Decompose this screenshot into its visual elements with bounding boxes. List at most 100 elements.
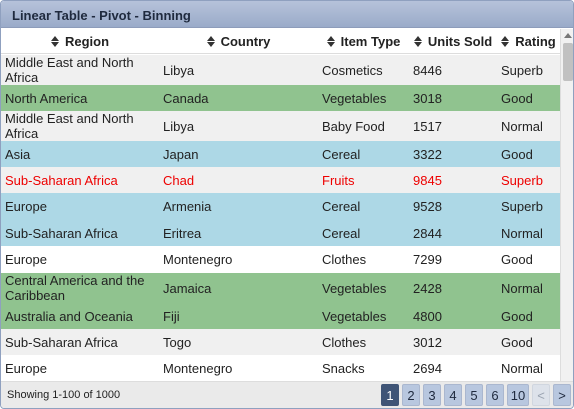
cell-region: Sub-Saharan Africa [5,334,118,350]
cell-rating: Superb [501,199,543,214]
page-button-6[interactable]: 6 [486,384,504,406]
column-header-item-type[interactable]: Item Type [318,29,409,54]
previous-page-button[interactable]: < [532,384,550,406]
cell-region: Asia [5,146,31,162]
cell-region: Europe [5,199,47,214]
cell-units-sold: 3012 [413,334,442,350]
column-header-region[interactable]: Region [1,29,159,54]
table-row[interactable]: Sub-Saharan Africa Eritrea Cereal 2844 Norma… [1,220,560,246]
cell-region: Sub-Saharan Africa [5,172,118,188]
table-row[interactable]: Europe Armenia Cereal 9528 Superb [1,193,560,220]
cell-region: Middle East and North Africa [5,111,134,141]
cell-units-sold: 2844 [413,225,442,241]
cell-item-type: Clothes [322,252,367,267]
table-row[interactable]: North America Canada Vegetables 3018 Good [1,85,560,111]
cell-item-type: Cosmetics [322,62,383,78]
cell-rating: Superb [501,172,543,188]
cell-units-sold: 9528 [413,199,442,214]
column-header-units-sold[interactable]: Units Sold [409,29,497,54]
cell-country: Libya [163,118,195,134]
cell-rating: Normal [501,118,543,134]
cell-units-sold: 4800 [413,308,442,324]
cell-country: Fiji [163,308,180,324]
cell-units-sold: 3322 [413,146,442,162]
cell-rating: Superb [501,62,543,78]
cell-rating: Good [501,252,533,267]
cell-region: Europe [5,360,47,376]
page-button-2[interactable]: 2 [402,384,420,406]
cell-region: Europe [5,252,47,267]
table-row[interactable]: Central America and the Caribbean Jamaica… [1,273,560,303]
table-body: Middle East and North Africa Libya Cosmeti… [1,55,560,381]
next-page-button[interactable]: > [553,384,571,406]
cell-country: Libya [163,62,195,78]
table-header: Region Country Item Type Units Sold Rati… [1,29,560,54]
cell-country: Japan [163,146,199,162]
column-header-label: Country [220,34,271,49]
cell-rating: Good [501,334,533,350]
column-header-label: Rating [515,34,556,49]
cell-country: Jamaica [163,280,212,296]
page-button-1[interactable]: 1 [381,384,399,406]
sort-icon [206,36,215,48]
page-button-4[interactable]: 4 [444,384,462,406]
table-row[interactable]: Sub-Saharan Africa Chad Fruits 9845 Superb [1,167,560,193]
cell-country: Chad [163,172,195,188]
page-button-5[interactable]: 5 [465,384,483,406]
cell-item-type: Cereal [322,225,361,241]
cell-item-type: Baby Food [322,118,385,134]
column-header-country[interactable]: Country [159,29,318,54]
cell-country: Armenia [163,199,212,214]
cell-country: Canada [163,90,209,106]
cell-item-type: Clothes [322,334,367,350]
cell-rating: Normal [501,360,543,376]
cell-item-type: Vegetables [322,308,387,324]
cell-units-sold: 3018 [413,90,442,106]
cell-country: Eritrea [163,225,202,241]
table-row[interactable]: Europe Montenegro Snacks 2694 Normal [1,355,560,381]
title-bar: Linear Table - Pivot - Binning [1,1,573,28]
cell-region: North America [5,90,88,106]
record-count-status: Showing 1-100 of 1000 [7,389,121,401]
cell-item-type: Fruits [322,172,355,188]
scrollbar-thumb[interactable] [563,43,573,81]
sort-icon [50,36,59,48]
table-row[interactable]: Asia Japan Cereal 3322 Good [1,141,560,167]
cell-item-type: Vegetables [322,90,387,106]
column-header-label: Region [64,34,110,49]
cell-units-sold: 1517 [413,118,442,134]
cell-item-type: Cereal [322,146,361,162]
page-button-3[interactable]: 3 [423,384,441,406]
cell-item-type: Cereal [322,199,361,214]
cell-rating: Good [501,90,533,106]
column-header-rating[interactable]: Rating [497,29,560,54]
cell-item-type: Snacks [322,360,365,376]
cell-region: Middle East and North Africa [5,55,134,85]
cell-region: Sub-Saharan Africa [5,225,118,241]
pagination: 1 2 3 4 5 6 10 < > [378,384,571,406]
cell-country: Montenegro [163,360,233,376]
cell-rating: Good [501,146,533,162]
column-header-label: Item Type [340,34,401,49]
cell-units-sold: 2428 [413,280,442,296]
cell-units-sold: 2694 [413,360,442,376]
cell-units-sold: 9845 [413,172,442,188]
vertical-scrollbar[interactable] [560,29,573,381]
table-row[interactable]: Australia and Oceania Fiji Vegetables 4800 G… [1,303,560,329]
window-title: Linear Table - Pivot - Binning [12,8,191,23]
scroll-up-icon[interactable] [564,33,572,38]
cell-country: Montenegro [163,252,233,267]
page-button-10[interactable]: 10 [507,384,529,406]
cell-units-sold: 8446 [413,62,442,78]
table-row[interactable]: Europe Montenegro Clothes 7299 Good [1,246,560,273]
cell-rating: Good [501,308,533,324]
table-row[interactable]: Sub-Saharan Africa Togo Clothes 3012 Good [1,329,560,355]
sort-icon [326,36,335,48]
table-footer: Showing 1-100 of 1000 1 2 3 4 5 6 10 < > [1,381,573,408]
table-row[interactable]: Middle East and North Africa Libya Baby Fo… [1,111,560,141]
table-row[interactable]: Middle East and North Africa Libya Cosmeti… [1,55,560,85]
sort-icon [413,36,422,48]
cell-rating: Normal [501,280,543,296]
cell-rating: Normal [501,225,543,241]
